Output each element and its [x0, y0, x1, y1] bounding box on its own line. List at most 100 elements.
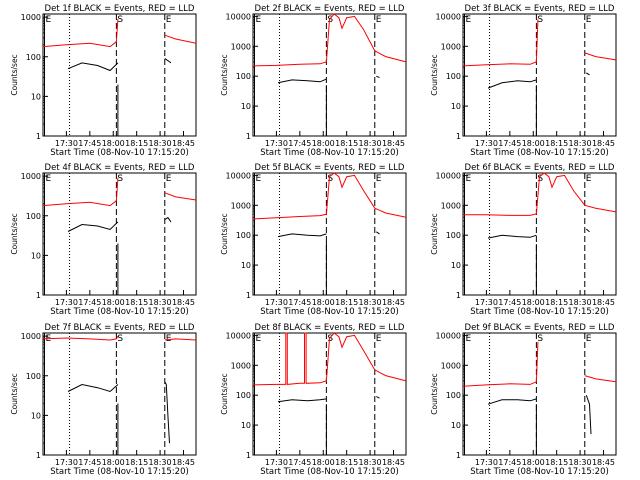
chart-7-x-tick-label: 18:30 [149, 458, 172, 467]
chart-7-y-tick-label: 10 [31, 411, 41, 420]
chart-8-marker-label: E [256, 334, 262, 344]
chart-1-panel: Det 1f BLACK = Events, RED = LLD 1 10 100 10… [10, 4, 197, 158]
chart-9-marker-label: E [466, 334, 472, 344]
chart-6-plot-frame [462, 172, 617, 296]
chart-1-y-tick-label: 100 [26, 53, 41, 62]
chart-6-marker-label: E [466, 174, 472, 184]
chart-4-series-2-line [42, 177, 119, 207]
chart-4-marker-label: E [166, 174, 172, 184]
chart-7-y-tick-label: 1 [36, 451, 41, 460]
chart-9-y-tick-label: 1000 [441, 361, 461, 370]
chart-4-y-tick-label: 1 [36, 291, 41, 300]
chart-8-title: Det 8f BLACK = Events, RED = LLD [255, 323, 405, 333]
chart-9-y-tick-label: 1 [456, 451, 461, 460]
chart-6-marker-label: S [537, 174, 543, 184]
chart-2-x-tick-label: 18:30 [359, 139, 382, 148]
chart-1-series-1-line [67, 62, 119, 72]
chart-7-y-tick-label: 1000 [21, 332, 41, 341]
chart-5-x-tick-label: 18:45 [382, 298, 405, 307]
chart-7-x-tick-label: 18:00 [102, 458, 125, 467]
chart-8-x-tick-label: 18:15 [335, 458, 358, 467]
chart-5-y-tick-label: 10000 [226, 171, 251, 180]
chart-3-y-tick-label: 10000 [436, 12, 461, 21]
chart-6-y-tick-label: 100 [446, 231, 461, 240]
chart-4-title: Det 4f BLACK = Events, RED = LLD [45, 163, 195, 173]
chart-3-panel: Det 3f BLACK = Events, RED = LLD 1 10 100 10… [430, 4, 617, 158]
chart-9-y-tick-label: 10000 [436, 331, 461, 340]
chart-5-plot-frame [252, 172, 407, 296]
chart-3-x-tick-label: 18:30 [569, 139, 592, 148]
chart-3-series-2-line [462, 19, 539, 67]
chart-5-y-tick-label: 100 [236, 231, 251, 240]
chart-6-marker-label: E [586, 174, 592, 184]
chart-2-plot-frame [252, 13, 407, 137]
chart-9-plot-frame [462, 332, 617, 456]
chart-3-x-tick-label: 18:15 [545, 139, 568, 148]
chart-4-xlabel: Start Time (08-Nov-10 17:15:20) [50, 307, 189, 317]
chart-7-series-2-line [164, 338, 197, 341]
chart-8-x-tick-label: 18:00 [312, 458, 335, 467]
chart-3-x-tick-label: 18:00 [522, 139, 545, 148]
chart-6-x-tick-label: 17:45 [498, 298, 521, 307]
chart-7-x-tick-label: 17:30 [55, 458, 78, 467]
chart-4-marker-label: S [117, 174, 123, 184]
chart-4-x-tick-label: 17:30 [55, 298, 78, 307]
chart-5-series-2-line [252, 172, 407, 220]
chart-7-x-tick-label: 18:15 [125, 458, 148, 467]
chart-4-plot-frame [42, 172, 197, 296]
chart-5-marker-label: E [256, 174, 262, 184]
chart-6-x-tick-label: 18:00 [522, 298, 545, 307]
chart-7-x-tick-label: 18:45 [172, 458, 195, 467]
chart-1-y-tick-label: 10 [31, 92, 41, 101]
chart-1-x-tick-label: 18:45 [172, 139, 195, 148]
chart-2-series-1-line [277, 78, 327, 84]
chart-5-xlabel: Start Time (08-Nov-10 17:15:20) [260, 307, 399, 317]
chart-2-x-tick-label: 18:00 [312, 139, 335, 148]
chart-1-xlabel: Start Time (08-Nov-10 17:15:20) [50, 148, 189, 158]
chart-6-title: Det 6f BLACK = Events, RED = LLD [465, 163, 615, 173]
chart-7-series-2-line [42, 335, 119, 341]
chart-5-panel: Det 5f BLACK = Events, RED = LLD 1 10 100 10… [220, 163, 407, 317]
chart-9-marker-label: E [586, 334, 592, 344]
chart-2-x-tick-label: 17:30 [265, 139, 288, 148]
chart-1-series-1-line [164, 58, 172, 64]
chart-2-y-tick-label: 1000 [231, 42, 251, 51]
chart-7-marker-label: E [166, 334, 172, 344]
chart-6-y-tick-label: 1000 [441, 201, 461, 210]
chart-8-ylabel: Counts/sec [220, 373, 229, 414]
chart-9-series-1-line [585, 395, 592, 435]
chart-1-x-tick-label: 17:30 [55, 139, 78, 148]
chart-8-x-tick-label: 18:30 [359, 458, 382, 467]
chart-5-y-tick-label: 1 [246, 291, 251, 300]
chart-6-xlabel: Start Time (08-Nov-10 17:15:20) [470, 307, 609, 317]
chart-1-y-tick-label: 1000 [21, 13, 41, 22]
chart-9-series-2-line [462, 341, 539, 387]
chart-1-x-tick-label: 17:45 [78, 139, 101, 148]
chart-8-series-1-line [277, 398, 327, 403]
chart-6-panel: Det 6f BLACK = Events, RED = LLD 1 10 100 10… [430, 163, 617, 317]
chart-4-series-1-line [67, 221, 119, 232]
chart-3-marker-label: E [466, 15, 472, 25]
chart-3-title: Det 3f BLACK = Events, RED = LLD [465, 4, 615, 14]
chart-4-y-tick-label: 1000 [21, 172, 41, 181]
chart-2-x-tick-label: 18:45 [382, 139, 405, 148]
chart-2-series-1-line [376, 75, 380, 79]
chart-8-y-tick-label: 10 [241, 421, 251, 430]
chart-1-plot-frame [42, 13, 197, 137]
chart-3-y-tick-label: 10 [451, 102, 461, 111]
chart-3-x-tick-label: 18:45 [592, 139, 615, 148]
chart-5-series-1-line [277, 233, 327, 238]
chart-3-x-tick-label: 17:45 [498, 139, 521, 148]
chart-6-y-tick-label: 1 [456, 291, 461, 300]
chart-3-series-1-line [586, 72, 590, 76]
chart-4-x-tick-label: 18:45 [172, 298, 195, 307]
chart-9-x-tick-label: 17:30 [475, 458, 498, 467]
chart-3-ylabel: Counts/sec [430, 54, 439, 95]
chart-5-marker-label: E [376, 174, 382, 184]
chart-8-plot-frame [252, 332, 407, 456]
chart-1-series-2-line [42, 18, 119, 48]
chart-1-ylabel: Counts/sec [10, 54, 19, 95]
chart-6-y-tick-label: 10000 [436, 171, 461, 180]
chart-6-series-1-line [487, 234, 537, 239]
